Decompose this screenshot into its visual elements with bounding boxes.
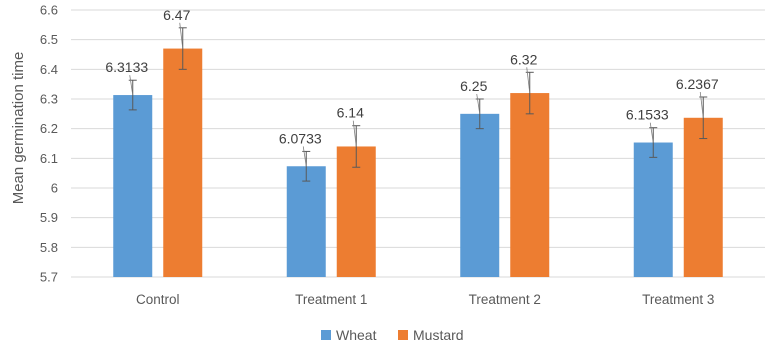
bar-wheat	[286, 166, 326, 277]
data-label: 6.14	[337, 105, 364, 121]
y-axis-ticks: 5.7 5.8 5.9 6 6.1 6.2 6.3 6.4 6.5 6.6	[40, 3, 58, 285]
legend-swatch-wheat	[321, 330, 331, 340]
label-leader-line	[129, 75, 134, 96]
bar-mustard	[163, 48, 203, 277]
y-tick-label: 6	[51, 181, 58, 196]
label-leader-line	[526, 67, 531, 94]
y-tick-label: 6.1	[40, 151, 58, 166]
x-category-label: Control	[136, 292, 180, 307]
label-leader-line	[302, 146, 307, 167]
y-tick-label: 6.4	[40, 62, 58, 77]
label-leader-line	[179, 22, 184, 49]
label-leader-line	[649, 122, 654, 143]
y-tick-label: 6.2	[40, 121, 58, 136]
x-category-label: Treatment 3	[642, 292, 714, 307]
y-tick-label: 6.6	[40, 3, 58, 18]
data-label: 6.1533	[626, 107, 669, 123]
label-leader-line	[476, 93, 481, 114]
data-label: 6.25	[460, 78, 487, 94]
y-tick-label: 5.7	[40, 270, 58, 285]
y-tick-label: 6.3	[40, 92, 58, 107]
data-label: 6.3133	[105, 59, 148, 75]
bar-wheat	[460, 113, 500, 277]
y-tick-label: 5.9	[40, 210, 58, 225]
data-labels: 6.3133 6.47 6.0733 6.14 6.25 6.32 6.1533 6.2367	[105, 7, 719, 167]
data-label: 6.47	[163, 7, 190, 23]
bar-wheat	[113, 95, 153, 277]
data-label: 6.2367	[676, 76, 719, 92]
bar-mustard	[683, 117, 723, 278]
bars	[113, 48, 723, 278]
label-leader-line	[699, 91, 704, 118]
x-category-label: Treatment 2	[469, 292, 541, 307]
bar-mustard	[336, 146, 376, 277]
x-axis-categories: Control Treatment 1 Treatment 2 Treatment 3	[136, 292, 714, 307]
data-label: 6.0733	[279, 130, 322, 146]
y-tick-label: 6.5	[40, 32, 58, 47]
label-leader-line	[352, 120, 357, 147]
y-tick-label: 5.8	[40, 240, 58, 255]
bar-mustard	[510, 93, 550, 277]
legend-swatch-mustard	[398, 330, 408, 340]
legend-label-wheat: Wheat	[336, 327, 377, 343]
bar-wheat	[633, 142, 673, 277]
y-axis-label: Mean germination time	[10, 52, 27, 205]
legend: Wheat Mustard	[321, 327, 464, 343]
data-label: 6.32	[510, 51, 537, 67]
legend-label-mustard: Mustard	[413, 327, 464, 343]
x-category-label: Treatment 1	[295, 292, 367, 307]
